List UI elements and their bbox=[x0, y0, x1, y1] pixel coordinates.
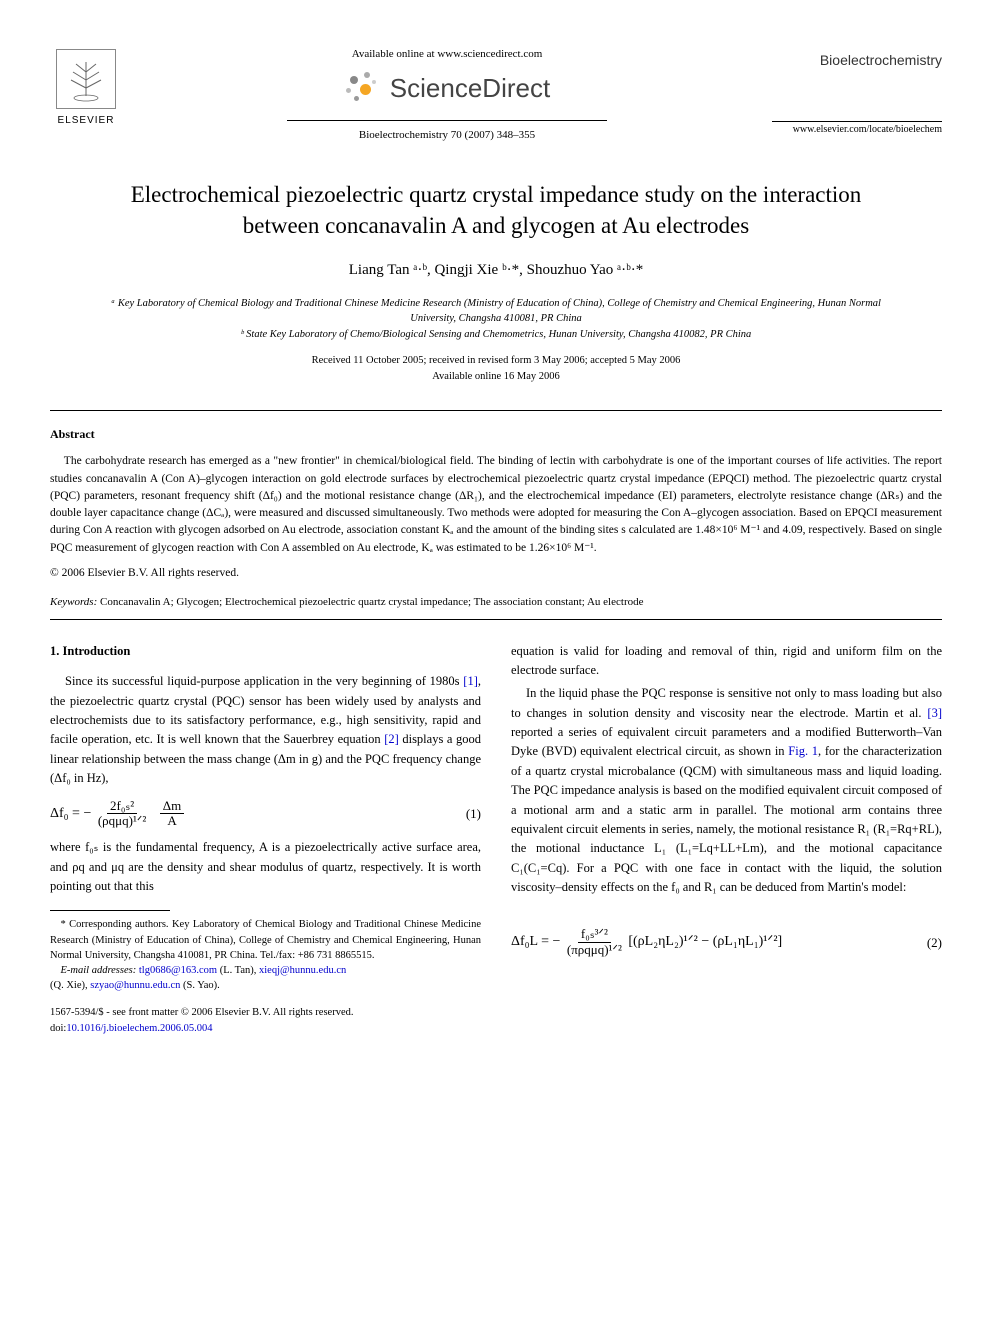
footnote-separator bbox=[50, 910, 170, 911]
left-column: 1. Introduction Since its successful liq… bbox=[50, 642, 481, 1037]
section-1-heading: 1. Introduction bbox=[50, 642, 481, 661]
keywords: Keywords: Concanavalin A; Glycogen; Elec… bbox=[50, 594, 942, 611]
doi-link[interactable]: 10.1016/j.bioelechem.2006.05.004 bbox=[66, 1023, 212, 1034]
email-2[interactable]: xieqj@hunnu.edu.cn bbox=[259, 965, 346, 976]
elsevier-label: ELSEVIER bbox=[58, 113, 115, 128]
header-rule bbox=[287, 120, 607, 121]
email-line: E-mail addresses: tlg0686@163.com (L. Ta… bbox=[50, 963, 481, 978]
copyright: © 2006 Elsevier B.V. All rights reserved… bbox=[50, 565, 942, 582]
elsevier-logo: ELSEVIER bbox=[50, 40, 122, 128]
abstract-bottom-rule bbox=[50, 619, 942, 620]
corr-author-text: * Corresponding authors. Key Laboratory … bbox=[50, 917, 481, 963]
abstract-text: The carbohydrate research has emerged as… bbox=[50, 455, 942, 553]
fig-1-link[interactable]: Fig. 1 bbox=[788, 744, 818, 758]
body-columns: 1. Introduction Since its successful liq… bbox=[50, 642, 942, 1037]
front-matter: 1567-5394/$ - see front matter © 2006 El… bbox=[50, 1005, 481, 1021]
right-header: Bioelectrochemistry www.elsevier.com/loc… bbox=[772, 40, 942, 137]
journal-url: www.elsevier.com/locate/bioelechem bbox=[772, 122, 942, 137]
ref-2-link[interactable]: [2] bbox=[384, 732, 399, 746]
intro-para-2: where f₀ₛ is the fundamental frequency, … bbox=[50, 838, 481, 896]
eq1-expression: Δf₀ = − 2f₀ₛ²(ρqμq)¹ᐟ² ΔmA bbox=[50, 799, 184, 829]
available-online-text: Available online at www.sciencedirect.co… bbox=[122, 46, 772, 63]
eq2-expression: Δf₀L = − f₀ₛ³ᐟ²(πρqμq)¹ᐟ² [(ρL₂ηL₂)¹ᐟ² −… bbox=[511, 927, 782, 957]
ref-1-link[interactable]: [1] bbox=[463, 674, 478, 688]
col2-para-2: In the liquid phase the PQC response is … bbox=[511, 684, 942, 897]
journal-name: Bioelectrochemistry bbox=[772, 50, 942, 71]
authors: Liang Tan ᵃ·ᵇ, Qingji Xie ᵇ·*, Shouzhuo … bbox=[50, 259, 942, 282]
abstract-body: The carbohydrate research has emerged as… bbox=[50, 453, 942, 557]
email-label: E-mail addresses: bbox=[61, 965, 137, 976]
abstract-heading: Abstract bbox=[50, 425, 942, 443]
journal-header: ELSEVIER Available online at www.science… bbox=[50, 40, 942, 143]
elsevier-tree-icon bbox=[56, 49, 116, 109]
article-dates: Received 11 October 2005; received in re… bbox=[50, 353, 942, 385]
online-date: Available online 16 May 2006 bbox=[50, 369, 942, 385]
equation-2: Δf₀L = − f₀ₛ³ᐟ²(πρqμq)¹ᐟ² [(ρL₂ηL₂)¹ᐟ² −… bbox=[511, 927, 942, 957]
doi-line: doi:10.1016/j.bioelechem.2006.05.004 bbox=[50, 1021, 481, 1037]
sciencedirect-dots-icon bbox=[344, 70, 380, 106]
col2-para-1: equation is valid for loading and remova… bbox=[511, 642, 942, 681]
affiliation-a: ᵃ Key Laboratory of Chemical Biology and… bbox=[90, 296, 902, 328]
email-3[interactable]: szyao@hunnu.edu.cn bbox=[90, 980, 180, 991]
corresponding-author-footnote: * Corresponding authors. Key Laboratory … bbox=[50, 917, 481, 993]
right-column: equation is valid for loading and remova… bbox=[511, 642, 942, 1037]
equation-1: Δf₀ = − 2f₀ₛ²(ρqμq)¹ᐟ² ΔmA (1) bbox=[50, 799, 481, 829]
center-header: Available online at www.sciencedirect.co… bbox=[122, 40, 772, 143]
sciencedirect-text: ScienceDirect bbox=[390, 69, 550, 108]
affiliations: ᵃ Key Laboratory of Chemical Biology and… bbox=[90, 296, 902, 343]
email-line-2: (Q. Xie), szyao@hunnu.edu.cn (S. Yao). bbox=[50, 978, 481, 993]
eq2-number: (2) bbox=[927, 933, 942, 953]
eq1-number: (1) bbox=[466, 804, 481, 824]
email-1[interactable]: tlg0686@163.com bbox=[139, 965, 217, 976]
intro-para-1: Since its successful liquid-purpose appl… bbox=[50, 672, 481, 788]
keywords-label: Keywords: bbox=[50, 596, 97, 608]
keywords-text: Concanavalin A; Glycogen; Electrochemica… bbox=[97, 596, 643, 608]
doi-block: 1567-5394/$ - see front matter © 2006 El… bbox=[50, 1005, 481, 1037]
received-date: Received 11 October 2005; received in re… bbox=[50, 353, 942, 369]
affiliation-b: ᵇ State Key Laboratory of Chemo/Biologic… bbox=[90, 327, 902, 343]
journal-citation: Bioelectrochemistry 70 (2007) 348–355 bbox=[122, 127, 772, 144]
article-title: Electrochemical piezoelectric quartz cry… bbox=[90, 179, 902, 241]
ref-3-link[interactable]: [3] bbox=[927, 706, 942, 720]
sciencedirect-logo: ScienceDirect bbox=[122, 69, 772, 108]
